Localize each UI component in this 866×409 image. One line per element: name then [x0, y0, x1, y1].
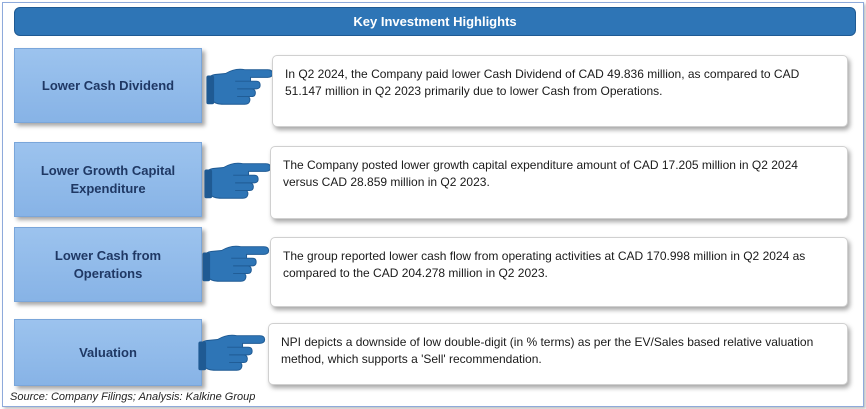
text-valuation: NPI depicts a downside of low double-dig… — [268, 323, 848, 385]
label-lower-cash-dividend: Lower Cash Dividend — [14, 48, 202, 123]
text-lower-cash-dividend: In Q2 2024, the Company paid lower Cash … — [272, 55, 848, 127]
label-lower-cash-from-operations: Lower Cash from Operations — [14, 227, 202, 302]
text-lower-cash-from-operations: The group reported lower cash flow from … — [270, 237, 848, 307]
label-valuation: Valuation — [14, 319, 202, 386]
page-title: Key Investment Highlights — [14, 7, 856, 36]
text-lower-growth-capex: The Company posted lower growth capital … — [270, 146, 848, 219]
pointing-hand-icon — [198, 328, 266, 376]
source-note: Source: Company Filings; Analysis: Kalki… — [10, 391, 256, 403]
label-lower-growth-capex: Lower Growth Capital Expenditure — [14, 142, 202, 217]
pointing-hand-icon — [206, 62, 274, 110]
pointing-hand-icon — [202, 239, 270, 287]
pointing-hand-icon — [204, 156, 272, 204]
